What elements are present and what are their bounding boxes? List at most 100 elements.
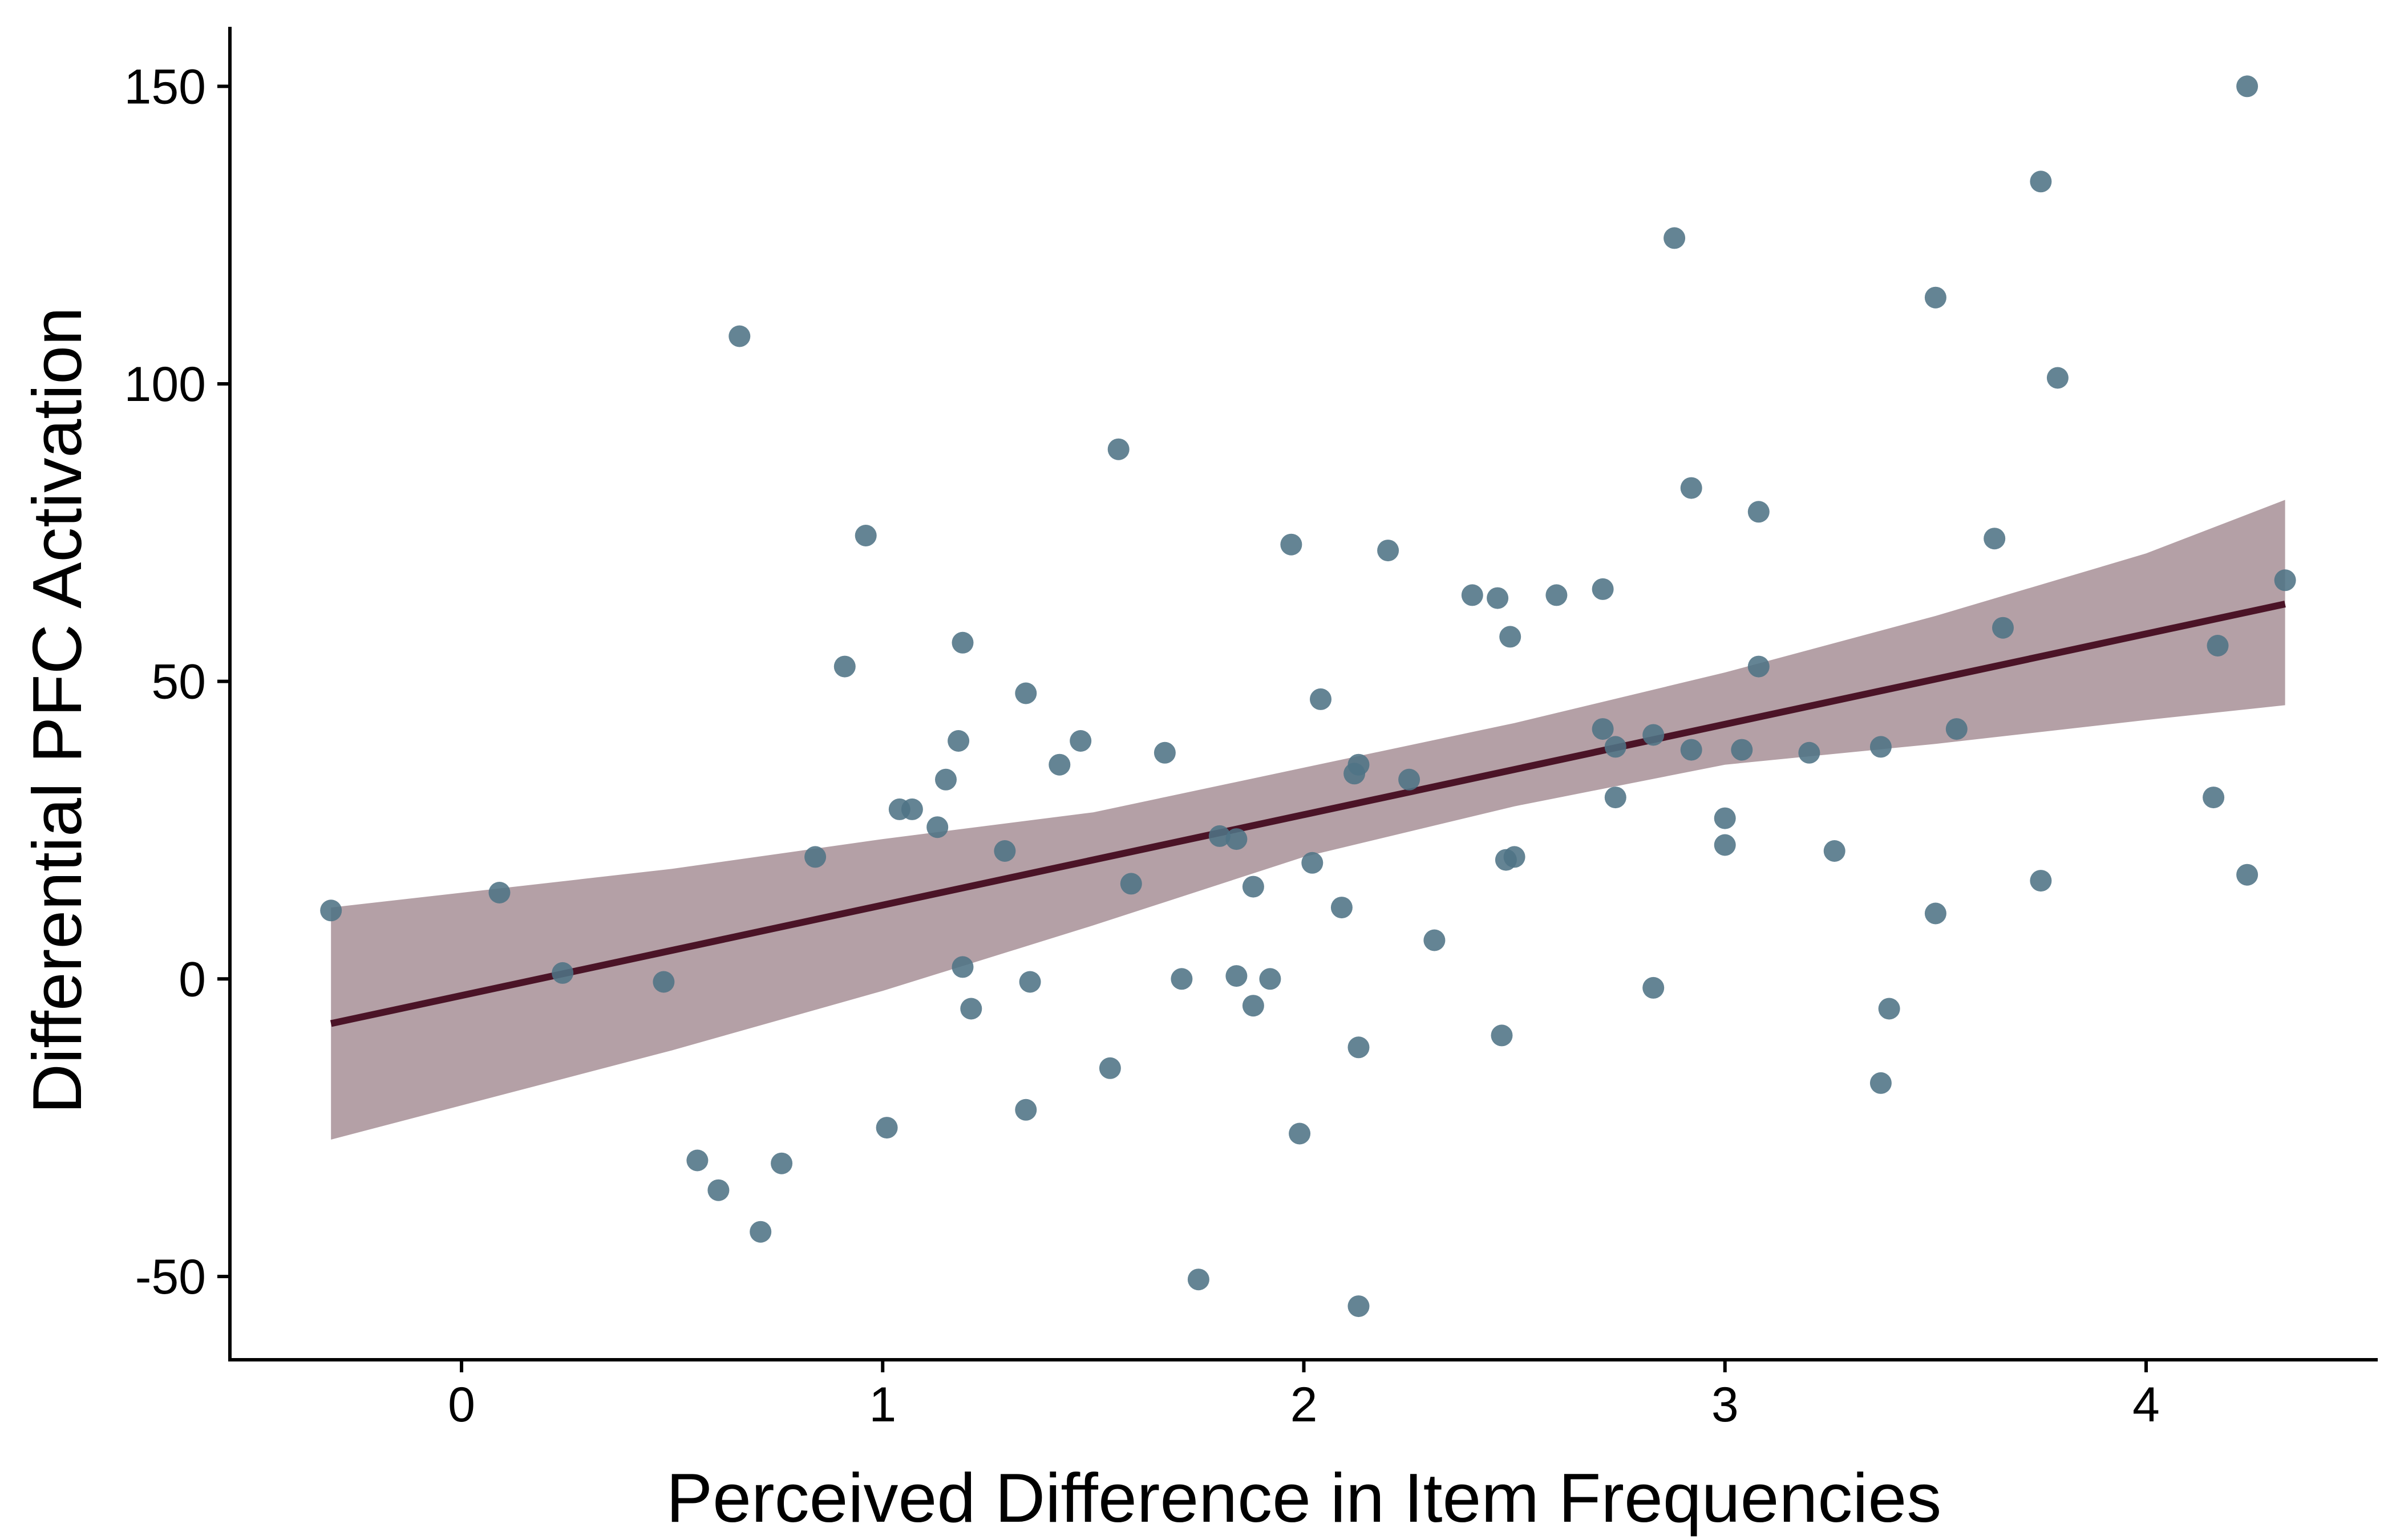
data-point bbox=[1377, 540, 1399, 562]
data-point bbox=[1208, 825, 1231, 847]
data-point bbox=[935, 768, 957, 791]
data-point bbox=[926, 816, 949, 838]
data-point bbox=[960, 998, 982, 1020]
confidence-band-layer bbox=[331, 500, 2285, 1140]
data-point bbox=[1171, 968, 1193, 990]
data-point bbox=[2046, 367, 2069, 389]
data-point bbox=[1423, 929, 1446, 951]
y-tick-label: -50 bbox=[135, 1250, 206, 1304]
data-point bbox=[2236, 864, 2259, 886]
data-point bbox=[1823, 840, 1845, 862]
data-point bbox=[1187, 1269, 1209, 1291]
data-point bbox=[2203, 787, 2225, 809]
x-axis-title: Perceived Difference in Item Frequencies bbox=[666, 1459, 1942, 1537]
data-point bbox=[1642, 724, 1665, 746]
data-point bbox=[1714, 834, 1736, 856]
y-tick-label: 100 bbox=[124, 357, 207, 412]
data-point bbox=[1680, 739, 1702, 761]
data-point bbox=[901, 798, 923, 820]
data-point bbox=[1731, 739, 1753, 761]
data-point bbox=[1592, 578, 1614, 600]
data-point bbox=[1347, 1295, 1370, 1318]
data-point bbox=[1924, 902, 1946, 925]
data-point bbox=[1070, 730, 1092, 752]
x-tick-label: 4 bbox=[2132, 1377, 2160, 1432]
data-point bbox=[876, 1117, 898, 1139]
data-point bbox=[1015, 682, 1037, 704]
data-point bbox=[855, 525, 877, 546]
data-point bbox=[1015, 1099, 1037, 1121]
data-point bbox=[1747, 501, 1770, 523]
data-point bbox=[1347, 1036, 1370, 1059]
data-point bbox=[1714, 807, 1736, 829]
data-point bbox=[994, 840, 1016, 862]
data-point bbox=[1154, 741, 1176, 764]
data-point bbox=[1491, 1024, 1513, 1047]
data-point bbox=[1984, 528, 2006, 550]
data-point bbox=[1289, 1122, 1311, 1145]
data-point bbox=[1487, 587, 1509, 609]
data-point bbox=[833, 655, 856, 678]
data-point bbox=[1604, 736, 1626, 758]
data-point bbox=[2207, 635, 2229, 656]
data-point bbox=[488, 882, 511, 903]
data-point bbox=[804, 846, 827, 868]
data-point bbox=[1747, 655, 1770, 678]
data-point bbox=[1242, 995, 1264, 1017]
data-point bbox=[1398, 768, 1420, 791]
data-point bbox=[1099, 1057, 1121, 1079]
data-point bbox=[1869, 736, 1892, 758]
data-point bbox=[948, 730, 970, 752]
data-point bbox=[1869, 1072, 1892, 1094]
data-point bbox=[1945, 718, 1968, 740]
data-point bbox=[952, 956, 974, 978]
fit-line-layer bbox=[330, 601, 2286, 1027]
data-point bbox=[1120, 873, 1142, 895]
data-point bbox=[1604, 787, 1626, 809]
data-point bbox=[1280, 533, 1302, 556]
data-point bbox=[1225, 828, 1248, 850]
data-point bbox=[952, 631, 974, 654]
data-point bbox=[1019, 971, 1041, 993]
data-point bbox=[1330, 897, 1353, 919]
data-point bbox=[2030, 870, 2052, 892]
data-point bbox=[686, 1149, 709, 1172]
x-tick-label: 2 bbox=[1290, 1377, 1318, 1432]
data-point bbox=[1259, 968, 1281, 990]
data-point bbox=[707, 1179, 730, 1201]
data-point bbox=[1503, 846, 1525, 868]
data-points-layer bbox=[320, 75, 2296, 1318]
data-point bbox=[1878, 998, 1900, 1020]
x-tick-label: 0 bbox=[448, 1377, 475, 1432]
data-point bbox=[653, 971, 675, 993]
data-point bbox=[1310, 688, 1331, 710]
data-point bbox=[1642, 976, 1665, 999]
data-point bbox=[750, 1221, 772, 1243]
data-point bbox=[1545, 584, 1568, 606]
y-tick-label: 50 bbox=[151, 655, 206, 710]
data-point bbox=[1499, 626, 1521, 648]
regression-line bbox=[330, 601, 2286, 1027]
data-point bbox=[2274, 569, 2296, 591]
data-point bbox=[1107, 438, 1130, 460]
data-point bbox=[1592, 718, 1614, 740]
axes-layer: 0 1 2 3 4 -50 0 50 100 150 Perceived Difference … bbox=[18, 27, 2378, 1537]
data-point bbox=[1798, 741, 1820, 764]
data-point bbox=[2030, 171, 2052, 193]
data-point bbox=[1242, 876, 1264, 898]
data-point bbox=[771, 1152, 793, 1174]
y-tick-label: 150 bbox=[124, 59, 207, 114]
data-point bbox=[1225, 965, 1248, 987]
x-tick-label: 3 bbox=[1711, 1377, 1739, 1432]
data-point bbox=[1461, 584, 1483, 606]
y-axis-title: Differential PFC Activation bbox=[18, 307, 96, 1114]
y-ticks: -50 0 50 100 150 bbox=[124, 59, 230, 1304]
data-point bbox=[552, 962, 574, 984]
data-point bbox=[2236, 75, 2259, 98]
data-point bbox=[1992, 617, 2014, 639]
data-point bbox=[320, 899, 342, 922]
data-point bbox=[1301, 852, 1324, 874]
data-point bbox=[1680, 477, 1702, 499]
data-point bbox=[1924, 286, 1946, 309]
